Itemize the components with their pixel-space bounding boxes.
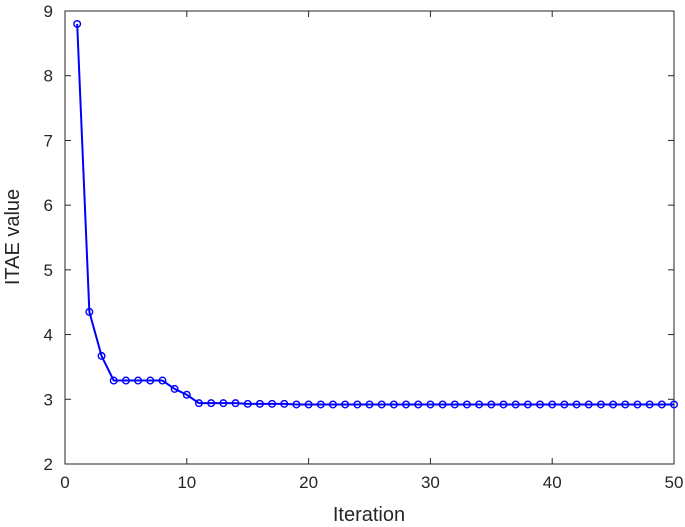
data-point xyxy=(670,400,679,409)
data-point xyxy=(438,400,447,409)
data-point xyxy=(304,400,313,409)
data-point xyxy=(633,400,642,409)
y-tick-label: 4 xyxy=(44,326,53,345)
y-tick-label: 9 xyxy=(44,2,53,21)
data-point xyxy=(572,400,581,409)
y-tick-label: 5 xyxy=(44,261,53,280)
data-point xyxy=(548,400,557,409)
data-point xyxy=(121,376,130,385)
y-tick-label: 6 xyxy=(44,196,53,215)
x-tick-label: 10 xyxy=(177,473,196,492)
data-point xyxy=(134,376,143,385)
data-point xyxy=(475,400,484,409)
x-tick-label: 0 xyxy=(60,473,69,492)
series-layer xyxy=(73,19,679,409)
data-point xyxy=(109,376,118,385)
data-point xyxy=(402,400,411,409)
data-point xyxy=(268,399,277,408)
data-point xyxy=(414,400,423,409)
data-point xyxy=(73,19,82,28)
data-point xyxy=(426,400,435,409)
data-point xyxy=(365,400,374,409)
ticks-layer: 0 10 20 30 40 50 2 3 4 5 6 7 8 9 xyxy=(44,2,684,492)
data-point xyxy=(377,400,386,409)
data-point xyxy=(523,400,532,409)
data-point xyxy=(487,400,496,409)
data-point xyxy=(511,400,520,409)
data-point xyxy=(596,400,605,409)
x-tick-label: 20 xyxy=(299,473,318,492)
data-point xyxy=(316,400,325,409)
data-point xyxy=(462,400,471,409)
data-point xyxy=(560,400,569,409)
data-point xyxy=(657,400,666,409)
data-point xyxy=(536,400,545,409)
x-tick-label: 50 xyxy=(665,473,684,492)
data-point xyxy=(499,400,508,409)
data-point xyxy=(328,400,337,409)
x-tick-label: 40 xyxy=(543,473,562,492)
y-axis-title: ITAE value xyxy=(2,189,24,285)
data-point xyxy=(621,400,630,409)
data-point xyxy=(182,390,191,399)
data-point xyxy=(219,399,228,408)
data-point xyxy=(609,400,618,409)
plot-area xyxy=(64,10,675,465)
data-point xyxy=(97,351,106,360)
data-point xyxy=(353,400,362,409)
data-point xyxy=(207,399,216,408)
data-point xyxy=(584,400,593,409)
series-line xyxy=(76,23,674,406)
data-point xyxy=(450,400,459,409)
x-axis-title: Iteration xyxy=(333,504,405,526)
data-point xyxy=(280,399,289,408)
data-point xyxy=(255,399,264,408)
data-point xyxy=(231,399,240,408)
data-point xyxy=(645,400,654,409)
data-point xyxy=(389,400,398,409)
data-point xyxy=(85,307,94,316)
y-tick-label: 2 xyxy=(44,455,53,474)
data-point xyxy=(292,400,301,409)
data-point xyxy=(194,399,203,408)
data-point xyxy=(158,376,167,385)
y-tick-label: 7 xyxy=(44,131,53,150)
x-tick-label: 30 xyxy=(421,473,440,492)
y-tick-label: 8 xyxy=(44,67,53,86)
data-point xyxy=(341,400,350,409)
data-point xyxy=(243,399,252,408)
data-point xyxy=(146,376,155,385)
y-tick-label: 3 xyxy=(44,390,53,409)
data-point xyxy=(170,384,179,393)
